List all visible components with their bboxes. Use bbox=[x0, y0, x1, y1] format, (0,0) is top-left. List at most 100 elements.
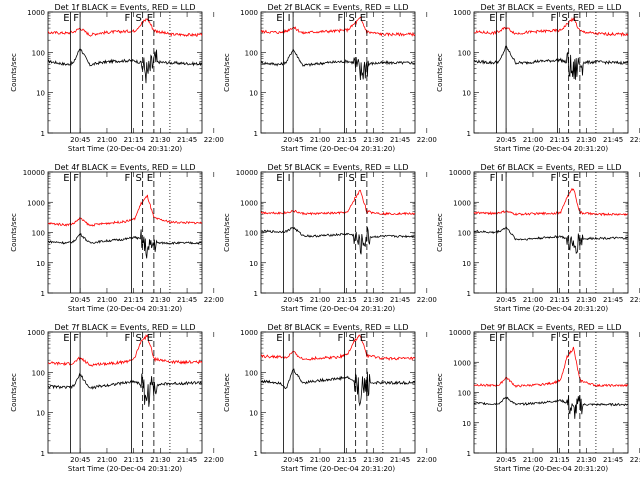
panel-title: Det 8f BLACK = Events, RED = LLD bbox=[267, 323, 408, 332]
events-series-line bbox=[261, 226, 415, 255]
plot-frame bbox=[473, 331, 629, 454]
y-tick-label: 100 bbox=[32, 230, 45, 238]
event-marker-label: F bbox=[499, 333, 505, 344]
x-tick-label: 22:00 bbox=[417, 136, 437, 144]
x-tick-label: 21:30 bbox=[576, 296, 596, 304]
y-tick-label: 10000 bbox=[449, 329, 471, 337]
x-tick-label: 21:30 bbox=[363, 296, 383, 304]
x-tick-label: 21:15 bbox=[337, 296, 357, 304]
event-marker-label: E bbox=[147, 173, 153, 184]
x-tick-label: 22:00 bbox=[204, 456, 224, 464]
lld-series-line bbox=[48, 17, 202, 38]
x-axis-label: Start Time (20-Dec-04 20:31:20) bbox=[281, 305, 395, 313]
y-tick-label: 100 bbox=[245, 49, 258, 57]
x-tick-label: 21:15 bbox=[550, 456, 570, 464]
event-marker-label: S bbox=[348, 173, 354, 184]
lld-series-line bbox=[48, 194, 202, 227]
x-tick-label: 20:45 bbox=[283, 136, 303, 144]
plot-frame bbox=[473, 11, 629, 134]
event-marker-label: F bbox=[338, 173, 344, 184]
plot-area bbox=[474, 346, 628, 419]
event-marker-label: F bbox=[125, 333, 131, 344]
y-tick-label: 1 bbox=[254, 290, 258, 298]
y-tick-label: 1 bbox=[41, 130, 45, 138]
x-tick-label: 21:00 bbox=[310, 296, 330, 304]
y-tick-label: 100 bbox=[32, 49, 45, 57]
x-tick-label: 20:45 bbox=[496, 136, 516, 144]
lld-series-line bbox=[474, 346, 628, 389]
y-tick-label: 1 bbox=[467, 450, 471, 458]
x-tick-label: 20:45 bbox=[283, 296, 303, 304]
event-marker-label: E bbox=[63, 13, 69, 24]
plot-area bbox=[48, 194, 202, 259]
event-marker-label: E bbox=[360, 173, 366, 184]
events-series-line bbox=[474, 395, 628, 419]
event-marker-label: E bbox=[573, 333, 579, 344]
y-axis-label: Counts/sec bbox=[10, 53, 18, 92]
x-tick-label: 22:00 bbox=[630, 296, 640, 304]
x-tick-label: 21:00 bbox=[310, 456, 330, 464]
event-marker-label: E bbox=[276, 333, 282, 344]
event-marker-label: E bbox=[489, 333, 495, 344]
event-marker-label: F bbox=[73, 13, 79, 24]
y-tick-label: 1 bbox=[41, 450, 45, 458]
y-tick-label: 100 bbox=[458, 230, 471, 238]
x-tick-label: 21:45 bbox=[177, 136, 197, 144]
x-tick-label: 21:30 bbox=[150, 456, 170, 464]
event-marker-label: S bbox=[348, 333, 354, 344]
y-tick-label: 100 bbox=[245, 230, 258, 238]
event-marker-label: E bbox=[360, 13, 366, 24]
event-marker-label: F bbox=[551, 13, 557, 24]
y-tick-label: 100 bbox=[245, 369, 258, 377]
event-marker-label: E bbox=[573, 13, 579, 24]
lld-series-line bbox=[261, 334, 415, 361]
event-marker-label: S bbox=[135, 13, 141, 24]
y-tick-label: 100 bbox=[458, 49, 471, 57]
x-tick-label: 21:00 bbox=[523, 296, 543, 304]
panel-title: Det 9f BLACK = Events, RED = LLD bbox=[480, 323, 621, 332]
y-tick-label: 10 bbox=[462, 90, 471, 98]
y-tick-label: 1000 bbox=[240, 199, 258, 207]
event-marker-label: E bbox=[276, 173, 282, 184]
y-tick-label: 1 bbox=[254, 130, 258, 138]
plot-frame bbox=[260, 11, 416, 134]
plot-area bbox=[474, 187, 628, 254]
x-tick-label: 21:15 bbox=[550, 136, 570, 144]
y-tick-label: 1000 bbox=[240, 9, 258, 17]
x-tick-label: 22:00 bbox=[204, 296, 224, 304]
panel-title: Det 6f BLACK = Events, RED = LLD bbox=[480, 163, 621, 172]
x-tick-label: 20:45 bbox=[496, 456, 516, 464]
y-tick-label: 1 bbox=[467, 130, 471, 138]
plot-area bbox=[261, 334, 415, 407]
lld-series-line bbox=[474, 187, 628, 217]
x-tick-label: 21:15 bbox=[124, 296, 144, 304]
event-marker-label: E bbox=[147, 333, 153, 344]
event-marker-label: F bbox=[338, 13, 344, 24]
event-marker-label: I bbox=[288, 13, 291, 24]
y-tick-label: 10 bbox=[36, 90, 45, 98]
y-tick-label: 1000 bbox=[240, 329, 258, 337]
event-marker-label: I bbox=[288, 173, 291, 184]
y-tick-label: 100 bbox=[458, 390, 471, 398]
events-series-line bbox=[261, 368, 415, 407]
event-marker-label: E bbox=[276, 13, 282, 24]
x-tick-label: 22:00 bbox=[630, 456, 640, 464]
x-tick-label: 21:45 bbox=[177, 456, 197, 464]
y-tick-label: 10 bbox=[249, 90, 258, 98]
plot-area bbox=[48, 17, 202, 84]
x-tick-label: 21:15 bbox=[337, 136, 357, 144]
event-marker-label: F bbox=[551, 333, 557, 344]
x-axis-label: Start Time (20-Dec-04 20:31:20) bbox=[281, 465, 395, 473]
x-tick-label: 21:00 bbox=[523, 456, 543, 464]
y-axis-label: Counts/sec bbox=[10, 373, 18, 412]
plot-frame bbox=[47, 331, 203, 454]
y-tick-label: 1000 bbox=[27, 9, 45, 17]
y-tick-label: 10000 bbox=[449, 169, 471, 177]
x-axis-label: Start Time (20-Dec-04 20:31:20) bbox=[494, 465, 608, 473]
y-tick-label: 1000 bbox=[453, 199, 471, 207]
event-marker-label: F bbox=[125, 13, 131, 24]
x-tick-label: 21:30 bbox=[150, 296, 170, 304]
detector-panel-9: Det 9f BLACK = Events, RED = LLD 1 10 100 10… bbox=[436, 323, 640, 473]
x-tick-label: 21:45 bbox=[603, 136, 623, 144]
lld-series-line bbox=[261, 16, 415, 37]
